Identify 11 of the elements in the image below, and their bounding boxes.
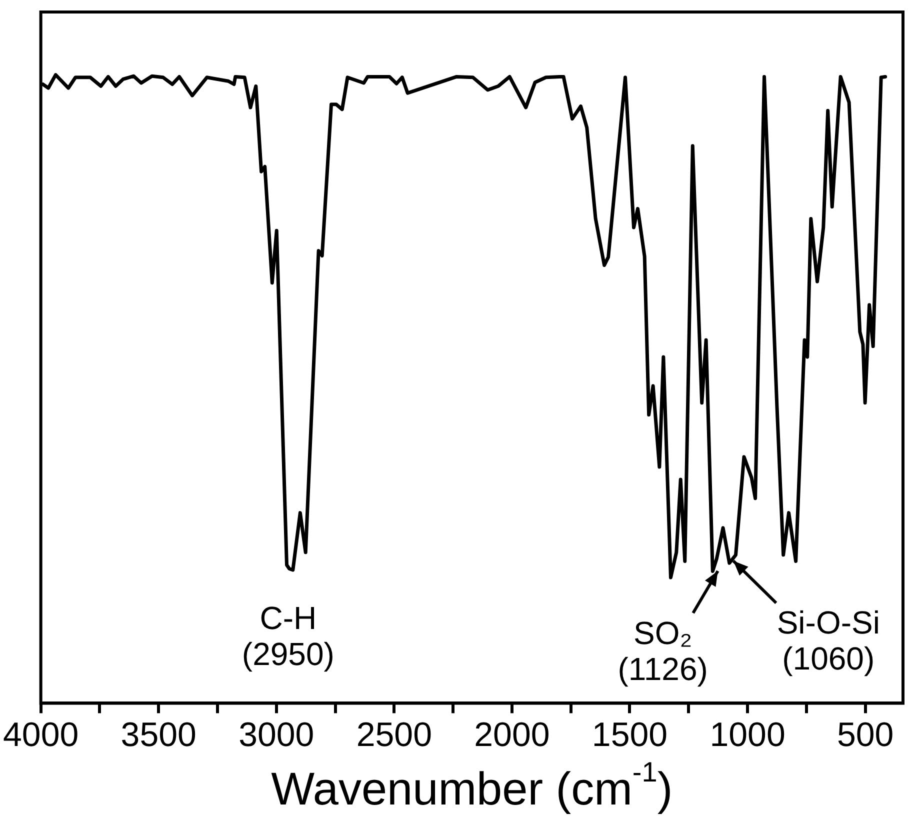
x-tick-label: 1000	[710, 716, 786, 754]
x-tick-label: 3500	[120, 716, 196, 754]
x-tick-label: 3000	[238, 716, 314, 754]
x-tick-label: 2000	[474, 716, 550, 754]
x-tick-label: 1500	[592, 716, 668, 754]
x-tick-label: 500	[836, 716, 894, 754]
annotation: SO₂ (1126)	[618, 614, 708, 687]
x-tick-label: 4000	[3, 716, 79, 754]
annotation: C-H (2950)	[242, 600, 334, 672]
x-tick-label: 2500	[356, 716, 432, 754]
annotation: Si-O-Si (1060)	[776, 604, 880, 677]
